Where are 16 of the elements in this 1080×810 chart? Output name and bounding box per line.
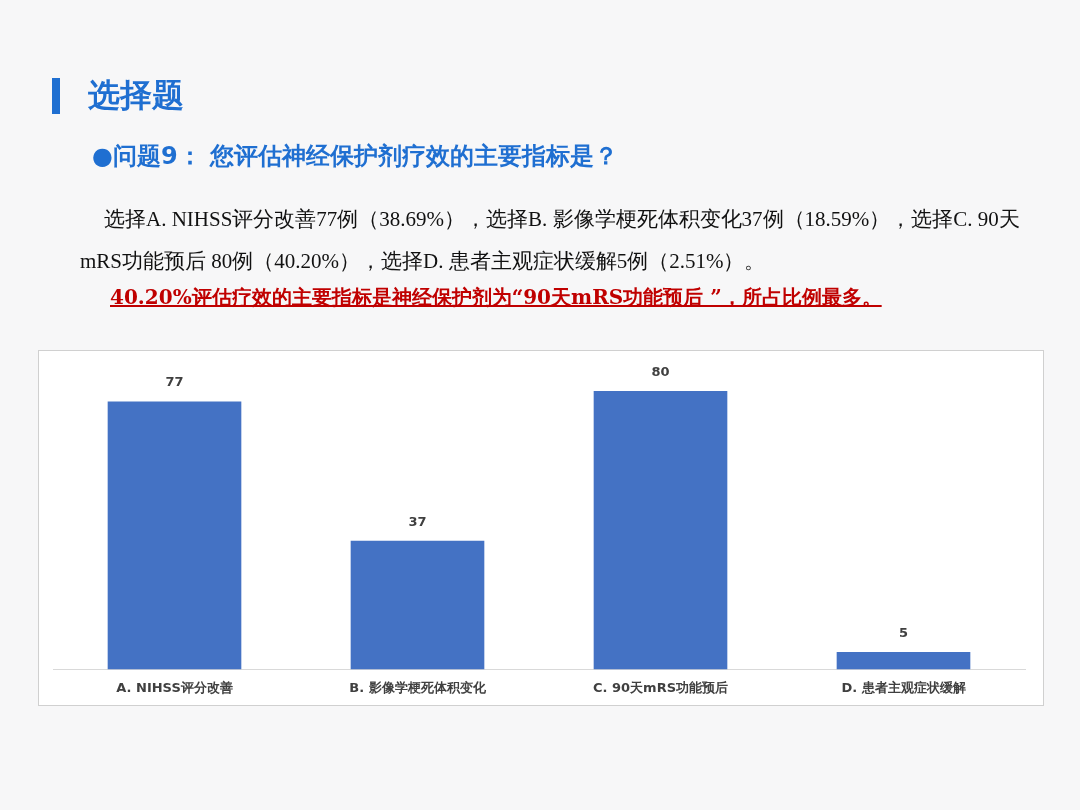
- bar: [593, 391, 728, 670]
- x-tick-label: B. 影像学梗死体积变化: [349, 679, 487, 695]
- data-label: 37: [408, 513, 427, 529]
- text: 选择A. NIHSS评分改善77例（38.69%），选择B. 影像学梗死体积变化37例（18.59%），选择C. 90天mRS功能预后 80例（40.20%），选择D. 患者主观症状缓解5例（2.51%）。: [80, 206, 1020, 275]
- bar: [107, 401, 242, 670]
- data-label: 80: [651, 363, 670, 379]
- x-tick-label: C. 90天mRS功能预后: [592, 679, 729, 695]
- bar: [836, 652, 971, 670]
- x-tick-label: D. 患者主观症状缓解: [841, 679, 966, 695]
- data-label: 5: [898, 624, 909, 640]
- text: 40.20%评估疗效的主要指标是神经保护剂为“90天mRS功能预后 ”，所占比例最多。: [110, 284, 882, 311]
- chart-title: 选择题: [88, 75, 184, 116]
- data-label: 77: [165, 374, 184, 390]
- x-tick-label: A. NIHSS评分改善: [116, 679, 233, 695]
- bar: [350, 540, 485, 670]
- chart-subtitle: ●问题9： 您评估神经保护剂疗效的主要指标是？: [92, 141, 618, 172]
